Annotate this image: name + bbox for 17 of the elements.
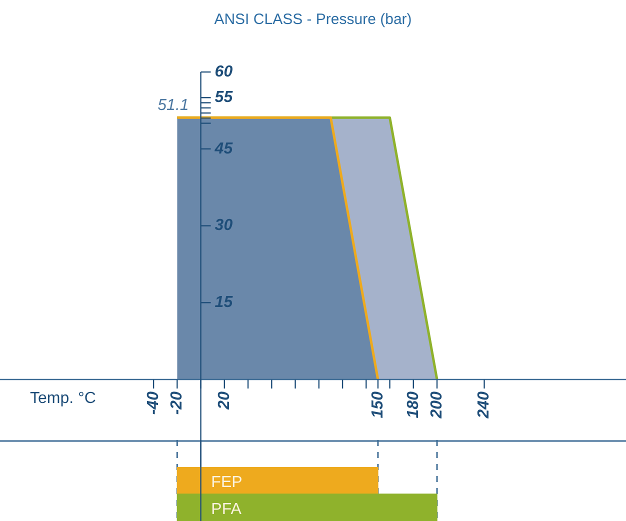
x-tick-label: 180: [404, 391, 422, 418]
x-tick-label: 20: [216, 391, 233, 410]
x-tick-label: 150: [369, 391, 386, 418]
chart-title: ANSI CLASS - Pressure (bar): [214, 11, 412, 28]
x-axis-title: Temp. °C: [30, 390, 96, 407]
y-tick-label: 15: [214, 294, 234, 312]
y-tick-label: 60: [214, 63, 233, 80]
x-tick-label: 240: [476, 391, 493, 420]
y-tick-label: 45: [214, 140, 234, 158]
category-label: PFA: [211, 500, 242, 518]
category-label: FEP: [211, 474, 242, 491]
y-tick-label: 55: [214, 89, 234, 106]
annotation: 51.1: [158, 97, 189, 114]
x-tick-label: -20: [168, 391, 186, 415]
x-tick-label: -40: [144, 391, 162, 415]
x-tick-label: 200: [428, 391, 446, 420]
y-tick-label: 30: [214, 217, 233, 234]
